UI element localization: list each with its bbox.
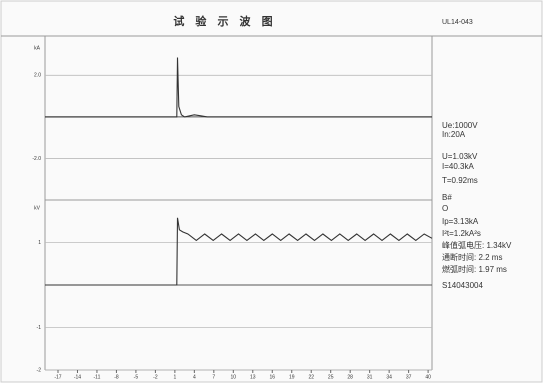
x-tick-label: 16 (269, 374, 275, 380)
y-tick-label: -2.0 (32, 156, 41, 162)
x-tick-label: -2 (153, 374, 158, 380)
info-text: In:20A (442, 130, 466, 139)
info-text: O (442, 204, 448, 213)
y-tick-label: 1 (38, 240, 41, 246)
trace (45, 57, 432, 118)
info-text: T=0.92ms (442, 176, 478, 185)
x-tick-label: 1 (173, 374, 176, 380)
x-tick-label: 19 (289, 374, 295, 380)
x-tick-label: 13 (250, 374, 256, 380)
info-text: 燃弧时间: 1.97 ms (442, 264, 507, 274)
info-text: I²t=1.2kA²s (442, 229, 481, 238)
title: 试 验 示 波 图 (173, 14, 276, 28)
info-text: 峰值弧电压: 1.34kV (442, 240, 512, 250)
x-tick-label: 31 (367, 374, 373, 380)
x-tick-label: 22 (308, 374, 314, 380)
x-tick-label: -17 (54, 374, 61, 380)
x-tick-label: 40 (425, 374, 431, 380)
y-tick-label: -2 (37, 367, 42, 373)
x-tick-label: 34 (386, 374, 392, 380)
y-tick-label: 2.0 (34, 73, 41, 79)
x-tick-label: 28 (347, 374, 353, 380)
x-tick-label: 10 (231, 374, 237, 380)
info-text: U=1.03kV (442, 152, 478, 161)
x-tick-label: -8 (114, 374, 119, 380)
y-axis-label: kV (34, 205, 41, 211)
x-tick-label: 4 (193, 374, 196, 380)
info-text: S14043004 (442, 281, 483, 290)
y-tick-label: -1 (37, 325, 42, 331)
x-tick-label: 7 (212, 374, 215, 380)
x-tick-label: -14 (74, 374, 81, 380)
info-text: 通断时间: 2.2 ms (442, 252, 502, 262)
y-axis-label: kA (34, 45, 41, 51)
info-text: Ue:1000V (442, 121, 478, 130)
info-text: Ip=3.13kA (442, 217, 479, 226)
x-tick-label: -5 (134, 374, 139, 380)
x-tick-label: 37 (406, 374, 412, 380)
info-text: I=40.3kA (442, 162, 474, 171)
code: UL14-043 (442, 19, 473, 26)
info-text: B# (442, 193, 452, 202)
x-tick-label: 25 (328, 374, 334, 380)
x-tick-label: -11 (94, 374, 101, 380)
trace (45, 217, 433, 286)
